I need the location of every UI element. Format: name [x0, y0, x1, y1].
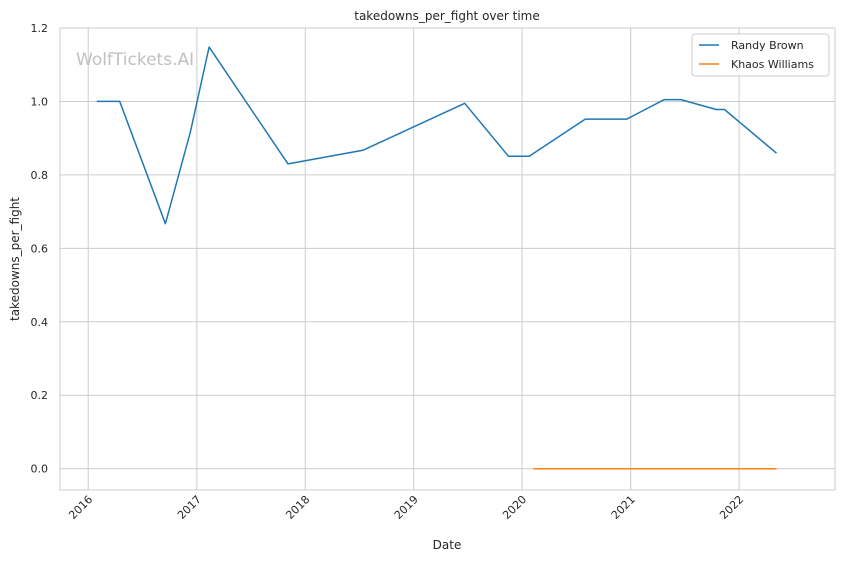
x-tick-label: 2018 — [283, 493, 312, 522]
legend-label-khaos-williams: Khaos Williams — [731, 58, 814, 71]
x-tick-label: 2020 — [500, 493, 529, 522]
y-tick-label: 0.0 — [31, 463, 49, 476]
y-tick-labels: 0.0 0.2 0.4 0.6 0.8 1.0 1.2 — [31, 22, 49, 476]
y-tick-label: 1.0 — [31, 95, 49, 108]
x-tick-label: 2016 — [66, 493, 95, 522]
y-tick-label: 1.2 — [31, 22, 49, 35]
chart-title: takedowns_per_fight over time — [354, 9, 540, 23]
x-tick-label: 2017 — [175, 493, 204, 522]
x-tick-labels: 2016 2017 2018 2019 2020 2021 2022 — [66, 493, 746, 522]
grid — [60, 27, 835, 490]
y-tick-label: 0.6 — [31, 242, 49, 255]
series-line-randy-brown — [96, 46, 777, 225]
x-tick-label: 2019 — [392, 493, 421, 522]
series-layer — [96, 46, 777, 470]
y-tick-label: 0.4 — [31, 316, 49, 329]
y-axis-label: takedowns_per_fight — [8, 197, 22, 321]
y-tick-label: 0.8 — [31, 169, 49, 182]
legend: Randy Brown Khaos Williams — [691, 33, 830, 77]
plot-frame — [59, 27, 836, 491]
legend-box — [691, 33, 830, 77]
y-tick-label: 0.2 — [31, 389, 49, 402]
x-tick-label: 2022 — [717, 493, 746, 522]
x-tick-label: 2021 — [609, 493, 638, 522]
watermark: WolfTickets.AI — [76, 50, 194, 70]
legend-label-randy-brown: Randy Brown — [731, 39, 804, 52]
x-axis-label: Date — [433, 538, 462, 552]
